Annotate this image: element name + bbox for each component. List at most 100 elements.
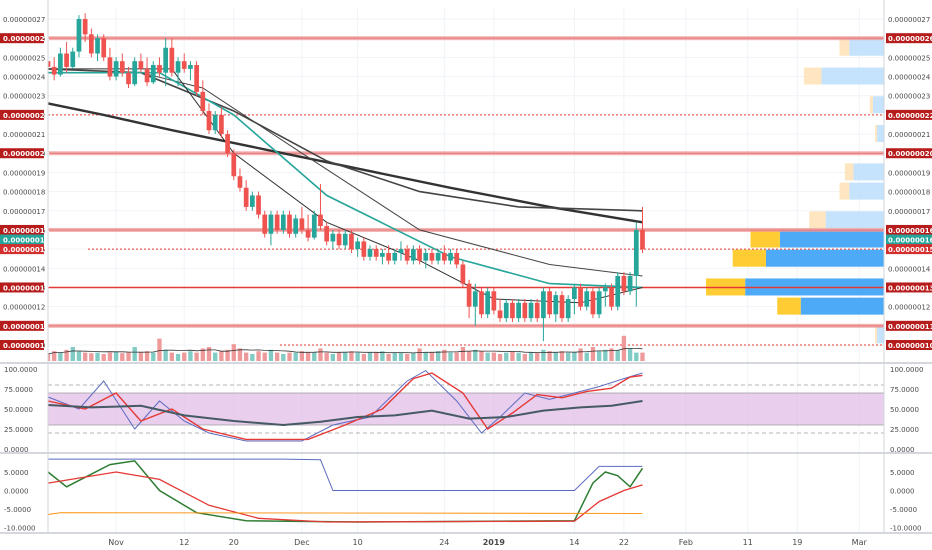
right-axis-marker-label: 0.00000010: [888, 342, 932, 350]
stoch-right-axis-label: 0.0000: [890, 446, 915, 454]
right-axis-tick-label: 0.00000021: [888, 131, 930, 139]
volume-bar: [553, 352, 558, 361]
volume-bar: [547, 351, 552, 361]
candle-body: [212, 114, 218, 131]
left-price-axis[interactable]: 0.00000027 0.00000026 0.00000025 0.00000024…: [0, 0, 50, 363]
candle-body: [225, 134, 230, 154]
candle-body: [411, 249, 416, 261]
time-axis[interactable]: Nov 12 20 Dec 10 24 2019 14 22 Feb 11 19 Mar: [108, 538, 867, 547]
left-axis-marker-label: 0.00000015: [3, 246, 50, 254]
volume-bar: [305, 352, 311, 361]
osc-left-axis-label: -10.0000: [4, 525, 35, 533]
volume-bar: [336, 352, 342, 361]
volume-bar: [367, 352, 373, 361]
volume-bar: [528, 352, 534, 361]
stoch-right-axis-label: 50.0000: [890, 406, 919, 414]
time-axis-label: 2019: [483, 538, 506, 547]
time-axis-label: 22: [619, 538, 629, 547]
volume-profile-up: [877, 125, 884, 143]
volume-bar: [237, 348, 243, 361]
volume-bar: [566, 352, 571, 361]
candle-body: [429, 252, 435, 261]
candle-body: [472, 291, 478, 307]
volume-bar: [522, 354, 527, 361]
price-levels: [48, 36, 884, 346]
volume-profile-up: [877, 326, 884, 344]
candle-body: [596, 291, 602, 315]
candle-body: [126, 72, 131, 85]
time-axis-label: 11: [743, 538, 753, 547]
candle-body: [188, 65, 193, 69]
stoch-right-axis-label: 75.0000: [890, 386, 919, 394]
volume-profile-down: [732, 249, 766, 267]
volume-profile-down: [839, 38, 850, 56]
volume-bar: [343, 352, 348, 361]
candle-body: [503, 302, 509, 319]
time-axis-label: Feb: [679, 538, 693, 547]
volume-profile-up: [800, 297, 884, 315]
candle-body: [633, 229, 639, 276]
volume-bar: [89, 353, 94, 361]
volume-bar: [398, 352, 404, 361]
time-axis-label: 19: [792, 538, 802, 547]
volume-bar: [504, 352, 509, 361]
volume-bar: [157, 338, 162, 361]
candle-body: [70, 51, 76, 67]
candle-body: [231, 153, 237, 177]
stoch-left-axis-label: 25.0000: [4, 426, 33, 434]
volume-ma-line: [47, 348, 643, 355]
left-axis-marker-label: 0.00000011: [3, 323, 50, 331]
stoch-left-axis-label: 0.0000: [4, 446, 29, 454]
osc-left-axis-label: 0.0000: [4, 488, 29, 496]
candle-body: [435, 252, 441, 261]
right-axis-marker-label: 0.00000013: [888, 284, 932, 292]
right-axis-marker-label: 0.00000016: [888, 237, 932, 245]
candle-body: [609, 287, 614, 307]
volume-profile-up: [849, 182, 884, 200]
volume-bar: [132, 347, 137, 361]
volume-profile-up: [821, 67, 884, 85]
volume-bar: [126, 352, 131, 361]
right-axis-marker: [886, 234, 932, 245]
left-axis-marker-label: 0.00000010: [3, 342, 50, 350]
candle-body: [547, 291, 552, 315]
candle-body: [342, 233, 348, 246]
candle-body: [615, 275, 621, 307]
volume-bar: [442, 349, 447, 361]
candle-body: [373, 249, 379, 257]
volume-profile-up: [853, 163, 884, 181]
left-axis-marker-label: 0.00000026: [3, 35, 50, 43]
time-axis-label: 24: [439, 538, 449, 547]
right-axis-tick-label: 0.00000024: [888, 74, 931, 82]
right-axis-marker: [886, 33, 932, 44]
volume-profile-up: [765, 249, 884, 267]
volume-bar: [169, 352, 175, 361]
candle-body: [479, 291, 484, 315]
volume-bar: [324, 352, 329, 361]
candle-body: [485, 291, 491, 315]
volume-bar: [535, 352, 540, 361]
time-axis-label: Dec: [294, 538, 309, 547]
volume-bar: [101, 354, 106, 361]
candle-body: [491, 291, 497, 311]
candle-body: [386, 252, 391, 261]
stoch-right-axis-label: 100.0000: [890, 366, 923, 374]
osc-left-axis-label: -5.0000: [4, 506, 31, 514]
time-axis-label: 10: [353, 538, 363, 547]
volume-bar: [510, 351, 515, 361]
volume-bar: [188, 351, 193, 361]
volume-bar: [615, 349, 620, 361]
candle-body: [565, 298, 571, 319]
volume-bar: [219, 351, 224, 361]
volume-bar: [497, 354, 503, 361]
candle-body: [95, 38, 100, 54]
left-axis-marker: [0, 282, 44, 293]
candle-body: [572, 287, 577, 299]
right-price-axis[interactable]: 0.00000027 0.00000026 0.00000025 0.00000024…: [4, 0, 932, 533]
volume-profile-up: [779, 230, 884, 248]
volume-bar: [349, 351, 354, 361]
panel-separators[interactable]: [0, 0, 932, 534]
volume-bar: [603, 349, 608, 361]
volume-bar: [256, 351, 261, 361]
candle-body: [349, 233, 354, 250]
